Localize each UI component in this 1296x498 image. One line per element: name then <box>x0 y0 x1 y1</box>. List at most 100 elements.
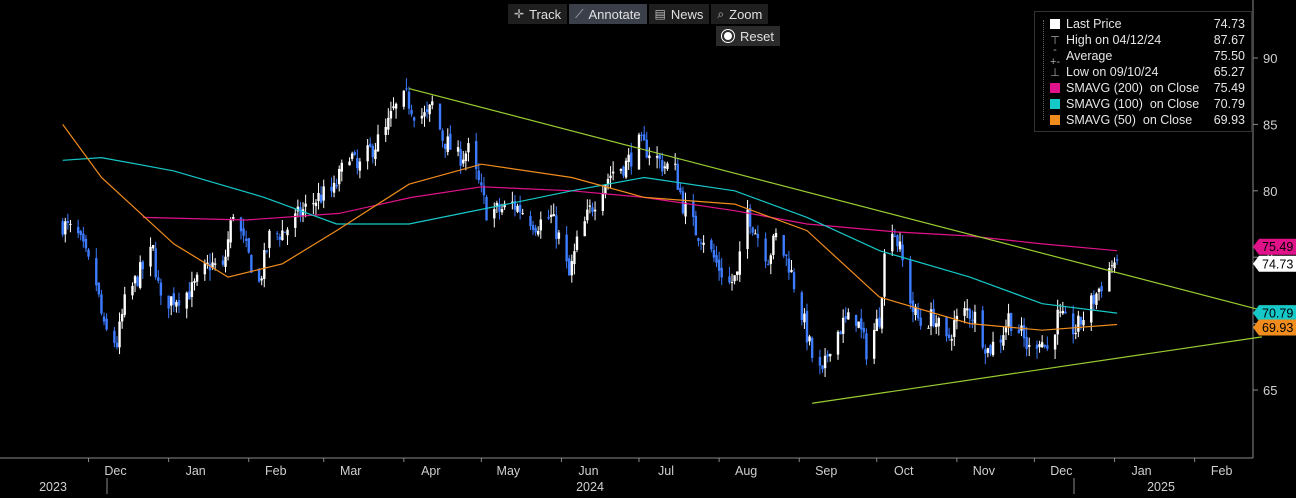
candle-body <box>456 147 460 152</box>
candle-body <box>872 329 876 359</box>
legend-row-sma200[interactable]: SMAVG (200) on Close 75.49 <box>1035 80 1251 96</box>
candle-body <box>601 192 605 212</box>
candle-body <box>945 317 948 337</box>
candle-body <box>730 281 734 283</box>
reset-button[interactable]: Reset <box>716 26 780 46</box>
legend-row-high[interactable]: ⊤ High on 04/12/24 87.67 <box>1035 32 1251 48</box>
candle-body <box>640 134 643 136</box>
candle-body <box>836 331 840 355</box>
candle-body <box>141 261 145 270</box>
zoom-button[interactable]: ⌕ Zoom <box>711 4 769 24</box>
candle-body <box>787 258 791 273</box>
candle-body <box>376 134 380 152</box>
candle-body <box>694 215 698 236</box>
y-tick-label: 85 <box>1263 117 1277 132</box>
candle-body <box>1061 310 1065 314</box>
price-tag <box>1253 238 1296 255</box>
candle-body <box>947 334 951 339</box>
candle-body <box>387 117 390 130</box>
candle-body <box>115 342 119 348</box>
candle-body <box>810 337 814 358</box>
candle-body <box>208 263 212 271</box>
annotate-button[interactable]: ⟋ Annotate <box>569 4 647 24</box>
candle-body <box>875 318 878 331</box>
candle-body <box>1071 313 1075 335</box>
candle-body <box>477 170 480 181</box>
candle-body <box>883 253 886 297</box>
legend-row-average[interactable]: -+- Average 75.50 <box>1035 44 1251 68</box>
candle-body <box>232 217 235 219</box>
sma100-swatch <box>1050 99 1060 109</box>
candle-body <box>1090 295 1093 323</box>
candle-body <box>991 341 995 356</box>
legend-value: 75.50 <box>1213 49 1245 63</box>
sma50-line <box>62 124 1118 331</box>
candle-body <box>986 348 990 353</box>
candle-body <box>1108 268 1111 292</box>
candle-body <box>1007 313 1010 328</box>
candle-body <box>839 331 842 335</box>
candle-body <box>82 233 85 242</box>
candle-body <box>319 194 323 203</box>
candle-body <box>841 317 845 334</box>
candle-body <box>296 206 300 212</box>
candle-body <box>989 345 992 354</box>
candle-body <box>591 207 594 212</box>
candle-body <box>118 321 121 348</box>
candle-body <box>498 203 501 212</box>
legend-row-sma50[interactable]: SMAVG (50) on Close 69.93 <box>1035 112 1251 128</box>
candle-body <box>821 365 824 370</box>
candle-body <box>193 280 196 283</box>
candle-body <box>829 353 832 357</box>
candle-body <box>338 169 341 185</box>
candle-body <box>268 230 271 248</box>
candle-body <box>715 255 718 263</box>
legend-row-last-price[interactable]: Last Price 74.73 <box>1035 16 1251 32</box>
candle-body <box>244 238 248 241</box>
candle-body <box>878 317 881 327</box>
trendline-upper <box>408 87 1262 311</box>
candle-body <box>611 171 615 174</box>
candle-body <box>702 242 705 245</box>
candle-body <box>177 300 181 306</box>
candle-body <box>229 220 232 243</box>
candle-body <box>818 356 822 366</box>
sma200-swatch <box>1050 83 1060 93</box>
price-tag <box>1253 319 1296 336</box>
last-price-swatch <box>1050 19 1060 29</box>
candle-body <box>999 339 1003 343</box>
candle-body <box>278 236 281 240</box>
candle-body <box>133 276 137 284</box>
candle-body <box>102 316 106 322</box>
candle-body <box>573 251 576 265</box>
sma50-swatch <box>1050 115 1060 125</box>
candle-body <box>281 230 284 240</box>
track-button[interactable]: ✛ Track <box>508 4 568 24</box>
candle-body <box>350 153 354 159</box>
candle-body <box>588 205 592 207</box>
candle-body <box>402 90 406 107</box>
candle-body <box>738 251 741 275</box>
candle-body <box>265 250 269 252</box>
candle-body <box>1040 342 1044 348</box>
candle-body <box>369 143 372 147</box>
trendline-lower <box>812 336 1262 404</box>
news-button[interactable]: ▤ News <box>648 4 710 24</box>
zoom-label: Zoom <box>729 6 763 22</box>
candle-body <box>1004 326 1008 333</box>
track-label: Track <box>529 6 562 22</box>
candle-body <box>206 262 209 265</box>
high-marker-icon: ⊤ <box>1050 34 1060 47</box>
candle-body <box>862 327 866 333</box>
legend-row-sma100[interactable]: SMAVG (100) on Close 70.79 <box>1035 96 1251 112</box>
legend-row-low[interactable]: ⊥ Low on 09/10/24 65.27 <box>1035 64 1251 80</box>
candle-body <box>335 184 338 187</box>
sma100-line <box>62 156 1118 314</box>
candle-body <box>808 336 811 342</box>
candle-body <box>348 161 351 166</box>
price-tag-label: 69.93 <box>1262 321 1293 335</box>
candle-body <box>950 339 953 341</box>
candle-body <box>149 246 152 267</box>
candle-body <box>549 214 553 218</box>
